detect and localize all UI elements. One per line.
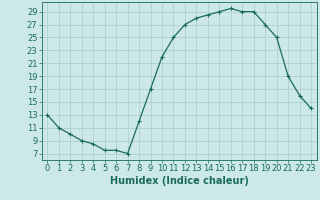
X-axis label: Humidex (Indice chaleur): Humidex (Indice chaleur) xyxy=(110,176,249,186)
